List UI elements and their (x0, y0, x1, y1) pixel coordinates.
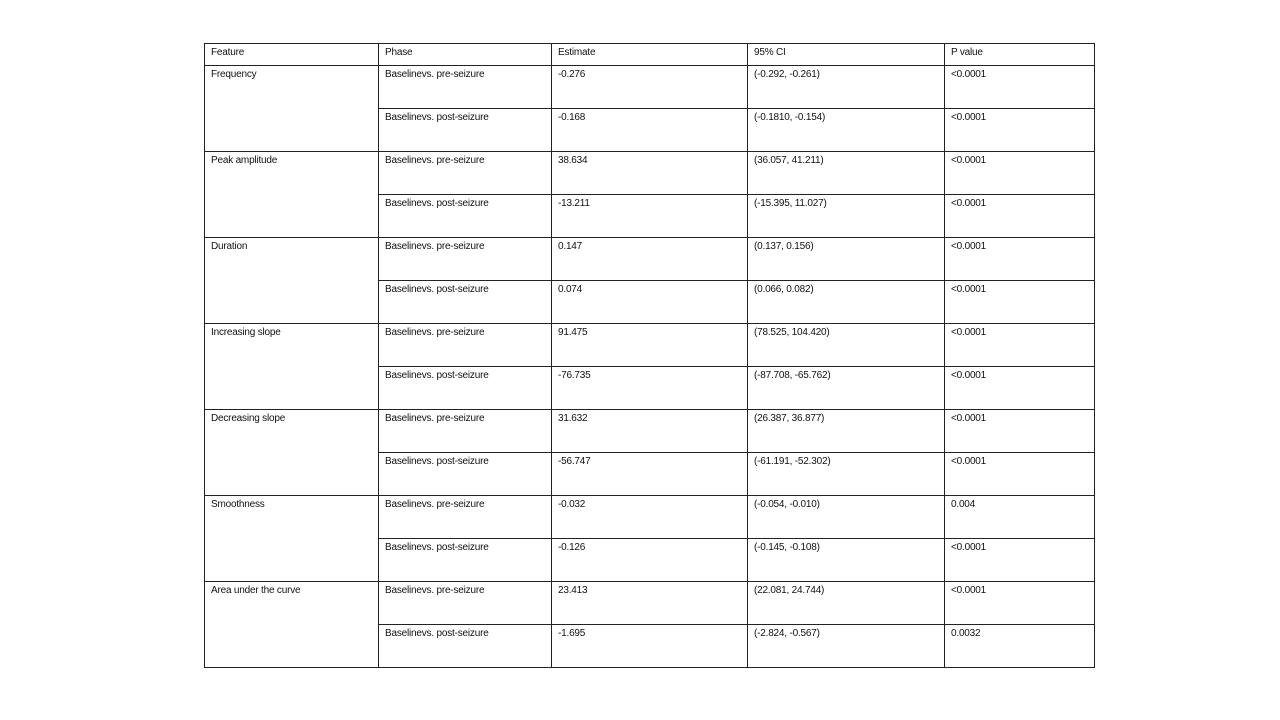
estimate-cell: -0.276 (551, 65, 748, 109)
ci-cell: (-0.292, -0.261) (747, 65, 945, 109)
ci-cell: (36.057, 41.211) (747, 151, 945, 195)
p-value-cell: 0.0032 (944, 624, 1095, 668)
ci-cell: (-15.395, 11.027) (747, 194, 945, 238)
estimate-cell: 91.475 (551, 323, 748, 367)
header-feature: Feature (204, 43, 379, 66)
phase-cell: Baselinevs. post-seizure (378, 280, 552, 324)
table-row: Frequency Baselinevs. pre-seizure -0.276 (-… (204, 65, 1095, 152)
p-value-cell: <0.0001 (944, 237, 1095, 281)
feature-cell: Frequency (204, 65, 379, 152)
estimate-cell: -0.126 (551, 538, 748, 582)
table-row: Increasing slope Baselinevs. pre-seizure 9… (204, 323, 1095, 410)
estimate-cell: 23.413 (551, 581, 748, 625)
estimate-cell: -0.032 (551, 495, 748, 539)
estimate-cell: -1.695 (551, 624, 748, 668)
estimate-cell: 38.634 (551, 151, 748, 195)
results-table: Feature Phase Estimate 95% CI P value Fr… (204, 43, 1095, 668)
phase-cell: Baselinevs. pre-seizure (378, 495, 552, 539)
ci-cell: (-2.824, -0.567) (747, 624, 945, 668)
phase-cell: Baselinevs. post-seizure (378, 538, 552, 582)
ci-cell: (-0.1810, -0.154) (747, 108, 945, 152)
estimate-cell: 31.632 (551, 409, 748, 453)
table-row: Baselinevs. post-seizure -0.126 (-0.145, -… (205, 538, 1095, 582)
p-value-cell: <0.0001 (944, 65, 1095, 109)
p-value-cell: <0.0001 (944, 452, 1095, 496)
p-value-cell: <0.0001 (944, 280, 1095, 324)
header-row: Feature Phase Estimate 95% CI P value (204, 43, 1095, 66)
feature-cell: Area under the curve (204, 581, 379, 668)
phase-cell: Baselinevs. pre-seizure (378, 409, 552, 453)
table-row: Baselinevs. post-seizure -76.735 (-87.708,… (205, 366, 1095, 410)
table-row: Peak amplitude Baselinevs. pre-seizure 38.… (204, 151, 1095, 238)
table-row: Baselinevs. post-seizure -56.747 (-61.191,… (205, 452, 1095, 496)
table-row: Baselinevs. post-seizure -1.695 (-2.824, -… (205, 624, 1095, 668)
p-value-cell: <0.0001 (944, 581, 1095, 625)
p-value-cell: <0.0001 (944, 108, 1095, 152)
phase-cell: Baselinevs. pre-seizure (378, 323, 552, 367)
phase-cell: Baselinevs. pre-seizure (378, 151, 552, 195)
feature-cell: Smoothness (204, 495, 379, 582)
table-row: Area under the curve Baselinevs. pre-seiz… (204, 581, 1095, 668)
table-row: Smoothness Baselinevs. pre-seizure -0.032(… (204, 495, 1095, 582)
phase-cell: Baselinevs. pre-seizure (378, 65, 552, 109)
ci-cell: (-0.145, -0.108) (747, 538, 945, 582)
table-row: Baselinevs. post-seizure -0.168 (-0.1810, … (205, 108, 1095, 152)
header-p-value: P value (944, 43, 1095, 66)
estimate-cell: 0.074 (551, 280, 748, 324)
ci-cell: (0.066, 0.082) (747, 280, 945, 324)
p-value-cell: <0.0001 (944, 538, 1095, 582)
feature-cell: Increasing slope (204, 323, 379, 410)
phase-cell: Baselinevs. pre-seizure (378, 237, 552, 281)
phase-cell: Baselinevs. post-seizure (378, 624, 552, 668)
phase-cell: Baselinevs. post-seizure (378, 452, 552, 496)
p-value-cell: <0.0001 (944, 151, 1095, 195)
feature-cell: Duration (204, 237, 379, 324)
ci-cell: (22.081, 24.744) (747, 581, 945, 625)
p-value-cell: <0.0001 (944, 194, 1095, 238)
table-body: Feature Phase Estimate 95% CI P value Fr… (204, 43, 1095, 668)
phase-cell: Baselinevs. post-seizure (378, 108, 552, 152)
table-row: Baselinevs. post-seizure 0.074 (0.066, 0.0… (205, 280, 1095, 324)
estimate-cell: -13.211 (551, 194, 748, 238)
feature-cell: Peak amplitude (204, 151, 379, 238)
header-phase: Phase (378, 43, 552, 66)
phase-cell: Baselinevs. post-seizure (378, 194, 552, 238)
ci-cell: (-61.191, -52.302) (747, 452, 945, 496)
p-value-cell: <0.0001 (944, 323, 1095, 367)
ci-cell: (-87.708, -65.762) (747, 366, 945, 410)
ci-cell: (26.387, 36.877) (747, 409, 945, 453)
header-estimate: Estimate (551, 43, 748, 66)
phase-cell: Baselinevs. post-seizure (378, 366, 552, 410)
ci-cell: (-0.054, -0.010) (747, 495, 945, 539)
p-value-cell: 0.004 (944, 495, 1095, 539)
phase-cell: Baselinevs. pre-seizure (378, 581, 552, 625)
header-ci: 95% CI (747, 43, 945, 66)
p-value-cell: <0.0001 (944, 366, 1095, 410)
estimate-cell: -0.168 (551, 108, 748, 152)
estimate-cell: -76.735 (551, 366, 748, 410)
ci-cell: (78.525, 104.420) (747, 323, 945, 367)
p-value-cell: <0.0001 (944, 409, 1095, 453)
table-row: Duration Baselinevs. pre-seizure 0.147 (0.1… (204, 237, 1095, 324)
table-row: Baselinevs. post-seizure -13.211 (-15.395,… (205, 194, 1095, 238)
ci-cell: (0.137, 0.156) (747, 237, 945, 281)
estimate-cell: -56.747 (551, 452, 748, 496)
table-row: Decreasing slope Baselinevs. pre-seizure 3… (204, 409, 1095, 496)
estimate-cell: 0.147 (551, 237, 748, 281)
feature-cell: Decreasing slope (204, 409, 379, 496)
